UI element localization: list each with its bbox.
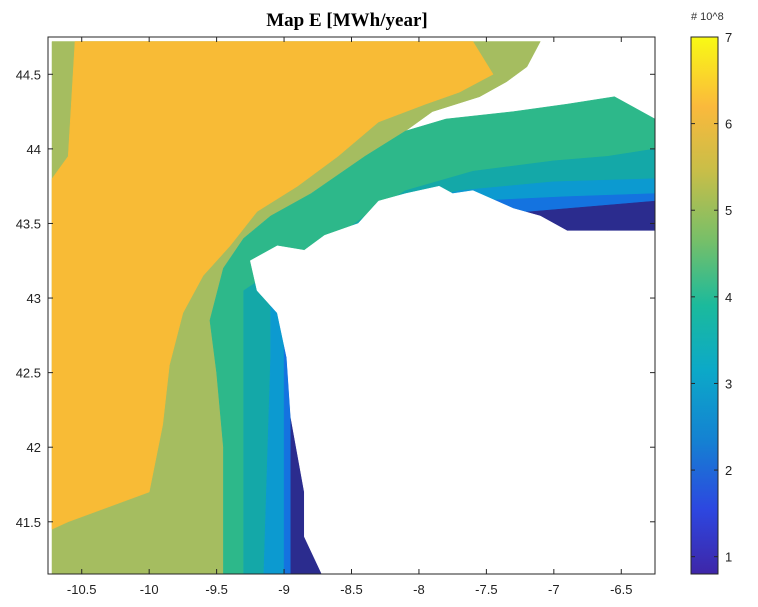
x-tick-label: -7: [548, 582, 560, 597]
y-tick-label: 43.5: [16, 216, 41, 231]
y-tick-label: 44.5: [16, 67, 41, 82]
x-axis: -10.5 -10 -9.5 -9 -8.5 -8 -7.5 -7 -6.5: [67, 37, 632, 597]
colorbar-tick-label: 7: [725, 30, 732, 45]
colorbar-tick-label: 1: [725, 550, 732, 565]
y-tick-label: 42: [27, 440, 41, 455]
colorbar-tick-label: 5: [725, 203, 732, 218]
colorbar-tick-label: 3: [725, 376, 732, 391]
y-tick-label: 44: [27, 142, 41, 157]
colorbar-tick-label: 6: [725, 117, 732, 132]
land-mask: [250, 185, 655, 574]
x-tick-label: -8.5: [340, 582, 362, 597]
x-tick-label: -9: [278, 582, 290, 597]
chart-title: Map E [MWh/year]: [266, 10, 427, 31]
y-tick-label: 42.5: [16, 366, 41, 381]
plot-area: [51, 41, 655, 574]
colorbar-tick-label: 2: [725, 463, 732, 478]
colorbar-ticks: 1 2 3 4 5 6 7: [691, 30, 732, 565]
x-tick-label: -7.5: [475, 582, 497, 597]
colorbar-tick-label: 4: [725, 290, 732, 305]
y-tick-label: 43: [27, 291, 41, 306]
y-axis: 41.5 42 42.5 43 43.5 44 44.5: [16, 67, 655, 530]
x-tick-label: -10.5: [67, 582, 97, 597]
colorbar-exponent: # 10^8: [691, 11, 724, 23]
colorbar: [690, 36, 719, 575]
x-tick-label: -6.5: [610, 582, 632, 597]
x-tick-label: -8: [413, 582, 425, 597]
y-tick-label: 41.5: [16, 515, 41, 530]
contour-region-1: [51, 41, 494, 530]
x-tick-label: -9.5: [205, 582, 227, 597]
x-tick-label: -10: [140, 582, 159, 597]
